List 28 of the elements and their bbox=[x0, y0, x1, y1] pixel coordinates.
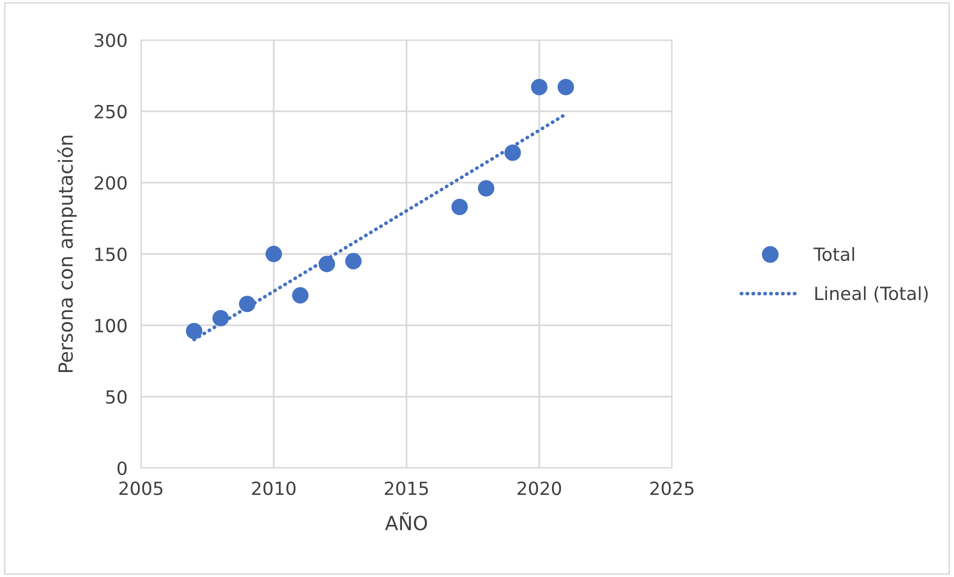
x-tick-label: 2015 bbox=[384, 482, 428, 496]
point bbox=[478, 180, 494, 197]
point bbox=[292, 287, 309, 304]
point bbox=[212, 310, 229, 326]
point bbox=[531, 78, 548, 96]
point bbox=[186, 322, 202, 340]
x-axis-title: AÑO bbox=[385, 512, 427, 530]
point bbox=[345, 252, 362, 270]
y-tick-label: 250 bbox=[94, 104, 127, 118]
y-tick-label: 0 bbox=[118, 461, 127, 476]
x-tick-label: 2005 bbox=[119, 482, 162, 496]
point bbox=[318, 256, 336, 272]
legend-label: Lineal (Total) bbox=[815, 286, 928, 302]
x-tick-label: 2020 bbox=[518, 482, 562, 496]
point bbox=[451, 198, 468, 216]
point bbox=[238, 296, 256, 312]
point bbox=[504, 144, 521, 161]
x-tick-label: 2010 bbox=[252, 482, 296, 496]
point bbox=[266, 246, 282, 262]
y-tick-label: 50 bbox=[106, 390, 127, 404]
y-tick-label: 100 bbox=[95, 318, 127, 332]
x-tick-label: 2025 bbox=[650, 482, 694, 496]
y-tick-label: 300 bbox=[94, 33, 127, 48]
y-tick-label: 200 bbox=[94, 176, 127, 190]
y-tick-label: 150 bbox=[95, 247, 127, 262]
y-axis-title: Persona con amputación bbox=[57, 136, 77, 372]
legend-label: Total bbox=[814, 247, 854, 262]
point bbox=[558, 78, 574, 96]
